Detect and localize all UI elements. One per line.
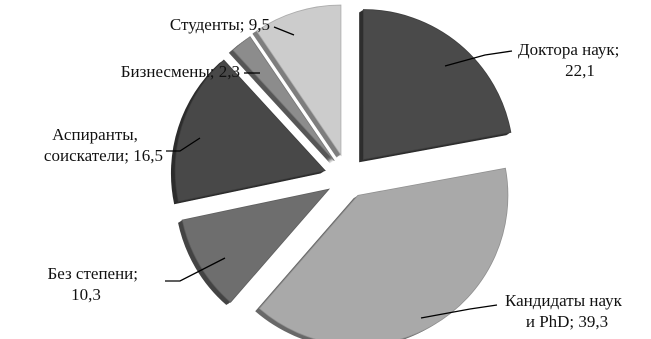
slice-label: Кандидаты наук и PhD; 39,3: [505, 291, 623, 331]
slice-label-line: и PhD; 39,3: [526, 312, 608, 331]
slice-label: Без степени; 10,3: [47, 264, 138, 304]
pie-slice: [362, 9, 512, 161]
leader-lines: [165, 26, 513, 319]
pie-slice: [232, 36, 335, 162]
slice-label-line: Кандидаты наук: [505, 291, 623, 310]
pie-slice: [181, 188, 331, 303]
leader-line: [420, 304, 498, 319]
leader-line: [273, 26, 295, 36]
leader-line: [165, 257, 226, 282]
slice-labels: Доктора наук; 22,1 Кандидаты наук и PhD; 39…: [44, 15, 623, 331]
slice-label-line: Студенты; 9,5: [170, 15, 270, 34]
slice-label-line: Бизнесмены; 2,3: [121, 62, 240, 81]
leader-line: [166, 137, 201, 152]
slice-label: Доктора наук; 22,1: [518, 40, 619, 80]
pie-slice: [174, 59, 326, 203]
slice-label-line: 10,3: [71, 285, 101, 304]
slice-face-layer: [174, 4, 512, 339]
slice-label: Студенты; 9,5: [170, 15, 270, 34]
slice-label-line: соискатели; 16,5: [44, 146, 163, 165]
slice-label: Аспиранты, соискатели; 16,5: [44, 125, 163, 165]
pie-slice: [256, 4, 342, 157]
slice-label-line: Без степени;: [47, 264, 138, 283]
slice-label-line: 22,1: [565, 61, 595, 80]
slice-label-line: Аспиранты,: [52, 125, 138, 144]
slice-label: Бизнесмены; 2,3: [121, 62, 240, 81]
slice-label-line: Доктора наук;: [518, 40, 619, 59]
pie-slice: [258, 167, 509, 339]
leader-line: [444, 50, 513, 67]
